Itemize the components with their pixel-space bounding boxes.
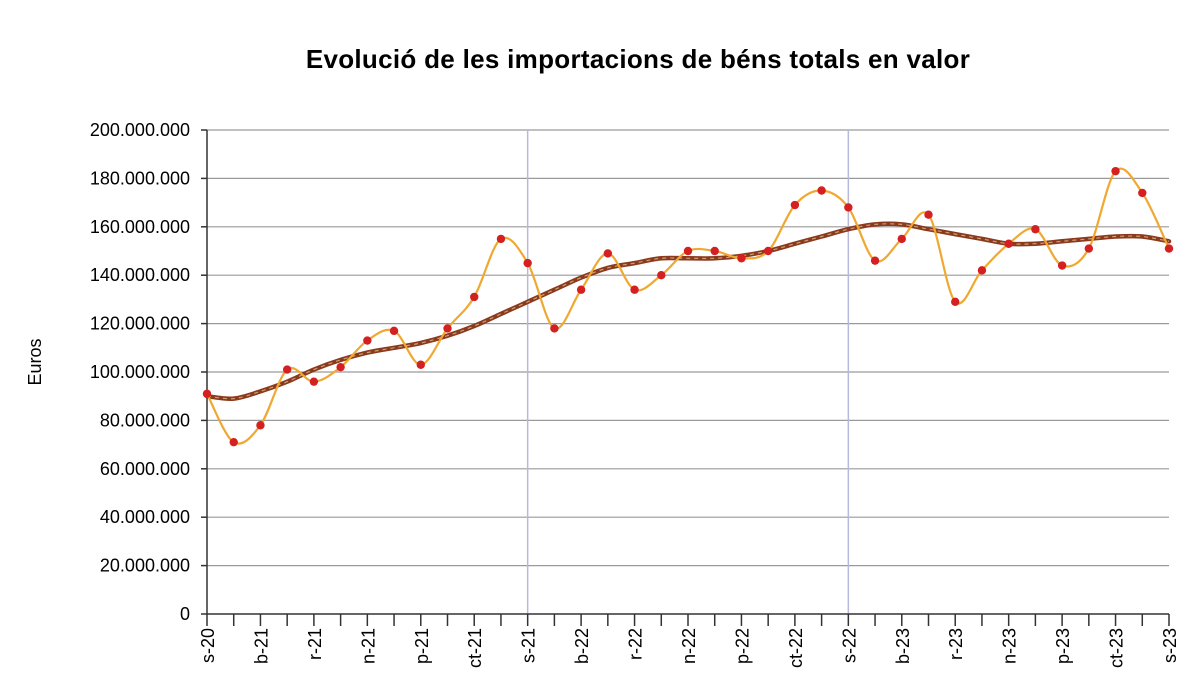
data-point <box>924 210 933 219</box>
x-tick-label: r-21 <box>305 628 325 660</box>
data-point <box>1164 244 1174 253</box>
data-point <box>389 326 399 336</box>
data-point <box>443 324 452 333</box>
data-point <box>1084 244 1094 253</box>
data-point <box>977 266 987 275</box>
data-point <box>202 389 212 398</box>
data-point <box>657 271 666 280</box>
data-point <box>603 249 613 258</box>
x-tick-label: b-23 <box>893 628 913 664</box>
x-tick-label: r-23 <box>946 628 966 660</box>
data-point <box>523 258 532 268</box>
x-tick-label: ct-21 <box>465 628 485 668</box>
data-point <box>763 246 773 256</box>
x-tick-label: n-21 <box>358 628 378 664</box>
y-tick-label: 180.000.000 <box>90 168 190 188</box>
y-tick-label: 60.000.000 <box>100 459 190 479</box>
y-tick-label: 140.000.000 <box>90 265 190 285</box>
data-point <box>256 421 265 430</box>
x-tick-label: b-21 <box>251 628 271 664</box>
x-tick-labels: s-20 b-21 r-21 n-21 p-21 ct-21 s-21 b-22 r-22 n-2… <box>198 628 1180 668</box>
data-point <box>1057 261 1067 270</box>
data-point <box>576 285 586 294</box>
y-tick-label: 40.000.000 <box>100 507 190 527</box>
y-tick-labels: 0 20.000.000 40.000.000 60.000.000 80.000.00… <box>90 120 190 624</box>
y-axis-label: Euros <box>25 338 45 385</box>
data-point <box>1004 239 1013 248</box>
data-point <box>630 285 639 294</box>
y-tick-label: 200.000.000 <box>90 120 190 140</box>
data-point <box>496 234 506 244</box>
x-tick-label: r-22 <box>626 628 646 660</box>
axes <box>201 129 1170 626</box>
x-tick-label: ct-22 <box>786 628 806 668</box>
data-point <box>790 200 800 210</box>
data-point <box>363 336 372 345</box>
data-point <box>282 365 292 374</box>
y-tick-label: 20.000.000 <box>100 556 190 576</box>
monthly-line <box>206 167 1170 445</box>
chart-title: Evolució de les importacions de béns tot… <box>305 44 971 74</box>
data-point <box>470 292 479 302</box>
series <box>202 166 1174 447</box>
x-tick-label: p-21 <box>412 628 432 664</box>
x-tick-label: ct-23 <box>1107 628 1127 668</box>
data-point <box>844 203 853 212</box>
data-point <box>1111 166 1120 176</box>
data-point <box>870 256 880 265</box>
data-point <box>309 377 319 386</box>
data-point <box>737 254 746 263</box>
x-tick-label: b-22 <box>572 628 592 664</box>
y-tick-label: 120.000.000 <box>90 314 190 334</box>
data-point <box>897 234 906 244</box>
y-tick-label: 80.000.000 <box>100 410 190 430</box>
x-tick-label: p-23 <box>1053 628 1073 664</box>
x-tick-label: n-22 <box>679 628 699 664</box>
x-tick-label: s-20 <box>198 628 218 663</box>
y-tick-label: 0 <box>180 604 190 624</box>
data-point <box>336 362 345 372</box>
data-point <box>229 437 238 447</box>
data-point <box>416 360 425 369</box>
y-tick-label: 100.000.000 <box>90 362 190 382</box>
x-tick-label: s-21 <box>519 628 539 663</box>
data-point <box>710 246 719 256</box>
data-point <box>550 324 559 333</box>
x-tick-label: s-23 <box>1160 628 1180 663</box>
data-point <box>1138 188 1147 198</box>
y-tick-label: 160.000.000 <box>90 217 190 237</box>
x-tick-label: n-23 <box>1000 628 1020 664</box>
gridlines <box>207 129 1169 567</box>
data-point <box>951 297 960 307</box>
data-point <box>817 186 826 195</box>
x-tick-label: s-22 <box>839 628 859 663</box>
data-point <box>683 246 693 256</box>
x-tick-label: p-22 <box>732 628 752 664</box>
data-point <box>1031 225 1040 234</box>
